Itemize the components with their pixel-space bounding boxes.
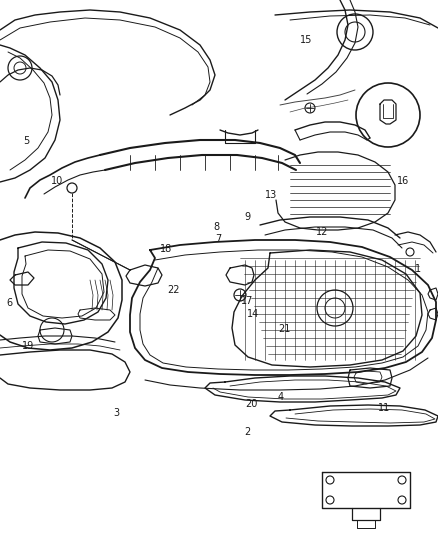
Text: 7: 7 [215,234,221,244]
Text: 21: 21 [279,325,291,334]
Text: 1: 1 [415,264,421,274]
Text: 2: 2 [244,427,251,437]
Text: 20: 20 [246,399,258,409]
Text: 6: 6 [7,298,13,308]
Text: 17: 17 [241,296,254,306]
Text: 22: 22 [167,286,179,295]
Text: 4: 4 [277,392,283,402]
Text: 15: 15 [300,35,313,45]
Text: 12: 12 [316,227,328,237]
Text: 3: 3 [113,408,119,418]
Text: 10: 10 [51,176,63,186]
Text: 14: 14 [247,310,259,319]
Text: 16: 16 [397,176,409,186]
Text: 9: 9 [244,213,251,222]
Text: 8: 8 [214,222,220,232]
Text: 19: 19 [22,342,35,351]
Text: 5: 5 [23,136,29,146]
Text: 11: 11 [378,403,391,413]
Text: 13: 13 [265,190,278,199]
Text: 18: 18 [160,245,173,254]
